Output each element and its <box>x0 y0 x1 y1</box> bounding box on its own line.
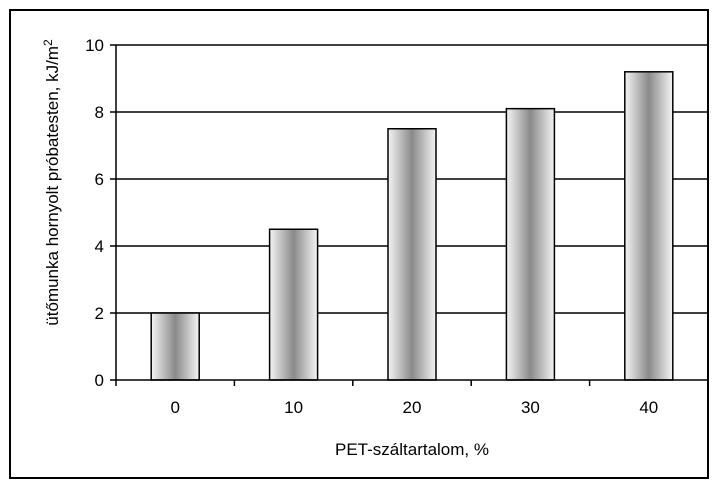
chart-frame <box>9 9 709 479</box>
y-tick-label: 8 <box>95 103 104 122</box>
y-axis-title-text: ütőmunka hornyolt próbatesten, kJ/m <box>43 46 62 326</box>
bars <box>150 71 674 381</box>
x-tick-label: 40 <box>639 398 658 417</box>
x-tick-label: 10 <box>284 398 303 417</box>
y-tick-label: 2 <box>95 304 104 323</box>
y-tick-label: 10 <box>85 36 104 55</box>
x-tick-label: 0 <box>170 398 179 417</box>
bar <box>268 228 319 381</box>
x-tick-label: 20 <box>403 398 422 417</box>
y-tick-label: 6 <box>95 170 104 189</box>
axes <box>110 44 709 386</box>
bar <box>505 107 556 381</box>
x-axis-title: PET-száltartalom, % <box>335 440 489 459</box>
y-tick-label: 4 <box>95 237 104 256</box>
bar <box>150 312 200 381</box>
y-axis-title-superscript: 2 <box>41 39 55 46</box>
y-axis-title: ütőmunka hornyolt próbatesten, kJ/m2 <box>41 39 62 326</box>
bar <box>624 71 674 381</box>
y-tick-label: 0 <box>95 371 104 390</box>
tick-labels: 0 2 4 6 8 10 0 10 20 30 40 <box>85 36 658 417</box>
x-tick-label: 30 <box>521 398 540 417</box>
bar <box>387 128 437 381</box>
